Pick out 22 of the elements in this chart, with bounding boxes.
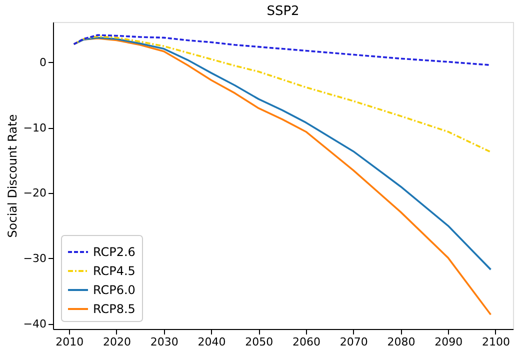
x-tick-label: 2050 (245, 336, 274, 348)
chart-title: SSP2 (266, 4, 300, 19)
x-tick-label: 2030 (150, 336, 178, 348)
x-tick-label: 2020 (102, 336, 131, 348)
legend-label: RCP6.0 (93, 283, 136, 297)
x-tick-label: 2010 (56, 336, 84, 348)
legend-label: RCP2.6 (93, 245, 136, 259)
legend-label: RCP8.5 (93, 302, 136, 316)
y-axis-title: Social Discount Rate (5, 114, 20, 238)
y-tick-label: −30 (23, 252, 46, 265)
y-tick-label: −10 (23, 121, 46, 134)
x-tick-label: 2060 (292, 336, 320, 348)
line-series (72, 34, 492, 66)
y-tick-label: −20 (23, 186, 46, 200)
legend-label: RCP4.5 (93, 264, 136, 278)
x-tick-label: 2090 (434, 336, 463, 348)
x-tick-label: 2100 (482, 336, 510, 348)
y-tick-label: 0 (40, 56, 46, 69)
y-tick-label: −40 (23, 317, 46, 330)
x-tick-label: 2070 (340, 336, 368, 348)
x-tick-label: 2040 (198, 336, 226, 348)
x-tick-label: 2080 (387, 336, 416, 348)
